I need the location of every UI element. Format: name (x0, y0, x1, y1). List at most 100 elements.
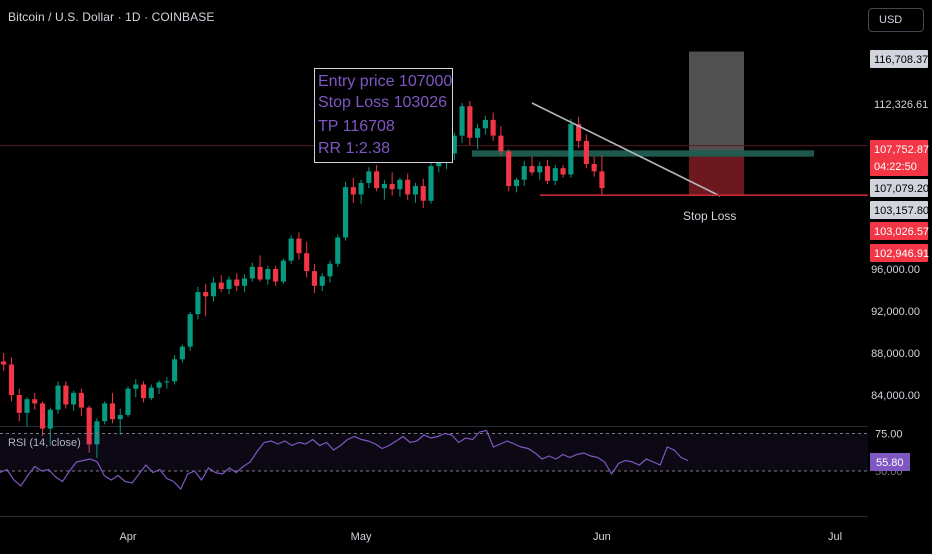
candle[interactable] (210, 277, 217, 302)
candle[interactable] (342, 181, 349, 241)
candle[interactable] (428, 161, 434, 204)
candle[interactable] (8, 357, 15, 402)
price-tag[interactable]: 116,708.37 (870, 50, 928, 68)
candle[interactable] (467, 101, 473, 146)
candle[interactable] (203, 283, 209, 317)
candle[interactable] (498, 126, 504, 156)
candle[interactable] (140, 381, 147, 403)
candle[interactable] (459, 103, 465, 143)
candle[interactable] (537, 161, 543, 180)
candle[interactable] (327, 260, 333, 283)
candle[interactable] (544, 159, 551, 184)
candle[interactable] (117, 408, 123, 435)
candle[interactable] (1, 353, 7, 371)
price-tick-label: 96,000.00 (871, 264, 920, 276)
price-tick-label: 92,000.00 (871, 306, 920, 318)
candle[interactable] (109, 392, 116, 424)
candle[interactable] (195, 286, 201, 320)
price-tag[interactable]: 103,026.57 (870, 222, 929, 240)
candle[interactable] (506, 149, 512, 192)
candle[interactable] (552, 165, 558, 185)
price-tag[interactable]: 107,752.87 04:22:50 (870, 140, 929, 176)
candle[interactable] (513, 177, 520, 193)
candle[interactable] (405, 173, 411, 200)
price-tag[interactable]: 103,157.80 (870, 201, 929, 219)
candle[interactable] (71, 390, 77, 411)
candle[interactable] (241, 274, 248, 293)
candle[interactable] (350, 177, 356, 203)
candle[interactable] (490, 112, 496, 141)
candle[interactable] (16, 388, 22, 422)
currency-button[interactable]: USD (868, 8, 924, 32)
candle[interactable] (78, 388, 84, 416)
candle[interactable] (529, 156, 535, 176)
candle[interactable] (187, 312, 193, 351)
trade-annotation[interactable]: Entry price 107000 Stop Loss 103026 TP 1… (314, 68, 453, 163)
candle[interactable] (164, 377, 170, 389)
candle[interactable] (296, 232, 302, 260)
candle[interactable] (125, 386, 131, 418)
price-tag[interactable]: 112,326.61 (874, 99, 928, 111)
candle[interactable] (172, 355, 178, 385)
candle[interactable] (265, 265, 271, 285)
candle[interactable] (133, 379, 139, 398)
candle[interactable] (568, 118, 574, 178)
candle[interactable] (311, 263, 318, 294)
candle[interactable] (583, 134, 589, 169)
candle[interactable] (86, 405, 92, 453)
candle[interactable] (381, 179, 387, 200)
candle[interactable] (94, 418, 100, 458)
candle[interactable] (560, 165, 566, 178)
candle[interactable] (599, 155, 605, 195)
candle[interactable] (218, 275, 224, 293)
candle[interactable] (412, 182, 419, 203)
rsi-value-tag[interactable]: 55.80 (870, 453, 910, 471)
support-band[interactable] (472, 150, 814, 157)
candle[interactable] (591, 156, 597, 177)
candle[interactable] (226, 276, 232, 295)
candle-body (148, 387, 154, 399)
candle[interactable] (374, 165, 380, 192)
candle[interactable] (389, 172, 395, 196)
candle[interactable] (273, 265, 279, 286)
take-profit-zone[interactable] (689, 51, 744, 154)
candle[interactable] (288, 235, 294, 264)
candle[interactable] (249, 262, 255, 282)
candle[interactable] (179, 344, 185, 363)
candle[interactable] (47, 407, 53, 446)
candle[interactable] (280, 258, 286, 284)
candle-body (475, 128, 481, 138)
candle[interactable] (32, 392, 38, 410)
rsi-label[interactable]: RSI (14, close) (8, 437, 81, 449)
candle[interactable] (156, 380, 162, 394)
price-tag[interactable]: 107,079.20 (870, 179, 929, 197)
rsi-line[interactable] (0, 429, 689, 491)
candle[interactable] (475, 124, 481, 150)
descending-trendline[interactable] (531, 102, 721, 197)
candle[interactable] (397, 177, 403, 197)
time-axis-label: Jun (593, 531, 611, 543)
candle[interactable] (234, 273, 240, 292)
candle[interactable] (102, 401, 108, 425)
candle[interactable] (420, 178, 426, 209)
candle[interactable] (257, 255, 263, 282)
candle[interactable] (576, 116, 582, 149)
candle[interactable] (521, 160, 527, 187)
candle[interactable] (319, 273, 325, 292)
candle[interactable] (39, 401, 46, 436)
candle[interactable] (335, 234, 341, 267)
candle-body (599, 171, 605, 189)
candle[interactable] (482, 115, 488, 135)
candle[interactable] (451, 132, 457, 160)
candle[interactable] (148, 384, 154, 401)
candle[interactable] (24, 397, 30, 427)
candle[interactable] (55, 381, 61, 414)
stop-loss-zone[interactable] (689, 153, 744, 196)
symbol-title[interactable]: Bitcoin / U.S. Dollar · 1D · COINBASE (8, 10, 215, 24)
candle[interactable] (366, 167, 372, 189)
candle[interactable] (63, 381, 69, 409)
candle[interactable] (304, 241, 310, 278)
price-tag[interactable]: 102,946.91 (870, 244, 929, 262)
candle[interactable] (358, 179, 364, 204)
